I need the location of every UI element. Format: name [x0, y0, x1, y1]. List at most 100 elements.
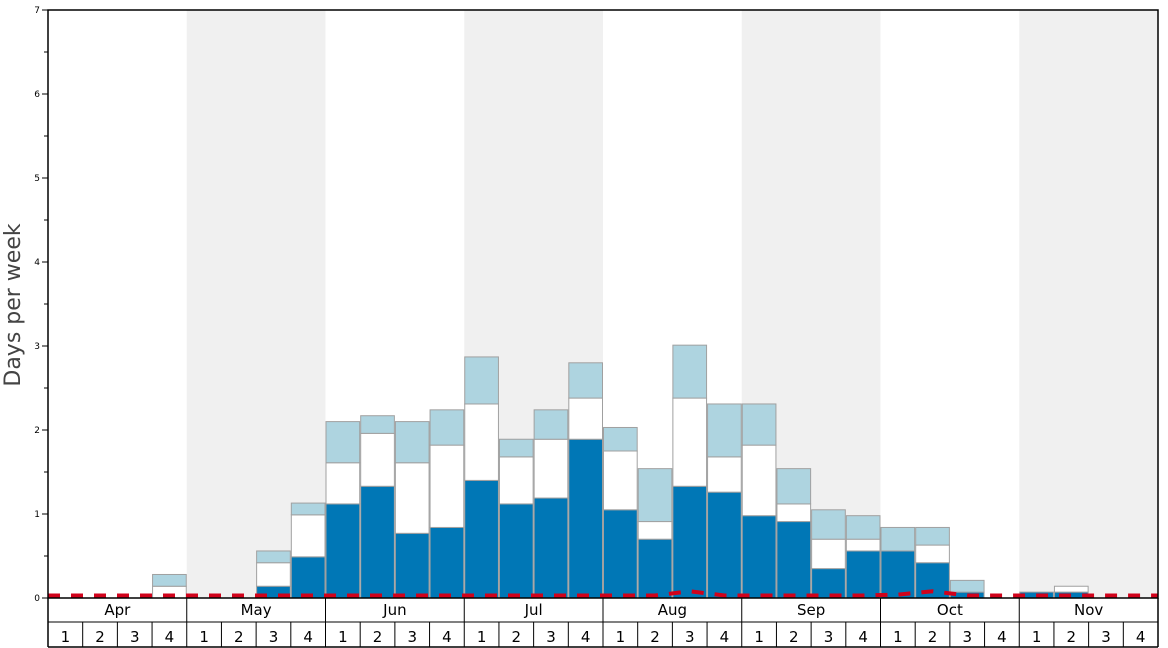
- bar-segment-3-9: [325, 421, 361, 464]
- bar-segment-3-21: [741, 403, 777, 446]
- bar-segment-2-23: [811, 538, 846, 570]
- month-label-jun: Jun: [382, 601, 406, 619]
- x-axis: Apr May Jun Jul Aug Sep Oct Nov 1 2 3 4 1 2 3 4 1 2 3 4 1 2 3 4…: [47, 598, 1159, 648]
- bar-segment-2-18: [637, 521, 673, 540]
- bar-segment-3-19: [672, 344, 708, 399]
- bar-segment-3-4: [152, 573, 187, 587]
- week-label: 4: [581, 628, 591, 646]
- bar-segment-2-14: [498, 456, 534, 505]
- bar-segment-3-7: [256, 550, 291, 564]
- week-label: 1: [61, 628, 71, 646]
- y-tick-label: 3: [34, 342, 40, 352]
- week-label: 4: [442, 628, 452, 646]
- bar-segment-2-20: [707, 456, 742, 493]
- bar-segment-3-8: [290, 502, 326, 516]
- month-label-nov: Nov: [1074, 601, 1103, 619]
- bar-segment-1-21: [741, 515, 777, 599]
- bar-segment-3-23: [811, 509, 846, 540]
- month-band-may: [186, 10, 326, 598]
- week-label: 3: [269, 628, 279, 646]
- month-shading-bands: [186, 10, 1158, 598]
- y-tick-label: 0: [34, 594, 40, 604]
- week-label: 1: [754, 628, 764, 646]
- y-tick-label: 6: [34, 90, 40, 100]
- week-label: 2: [1067, 628, 1077, 646]
- bar-segment-3-25: [880, 526, 916, 552]
- week-label: 4: [997, 628, 1007, 646]
- week-label: 3: [962, 628, 972, 646]
- week-label: 2: [928, 628, 938, 646]
- week-label: 1: [199, 628, 209, 646]
- bar-segment-2-15: [533, 438, 569, 499]
- bar-segment-3-22: [776, 468, 812, 505]
- bar-segment-3-14: [498, 438, 534, 458]
- week-label: 2: [95, 628, 105, 646]
- week-label: 4: [1136, 628, 1146, 646]
- bar-segment-2-19: [672, 397, 708, 487]
- week-label: 2: [650, 628, 660, 646]
- bar-segment-2-8: [290, 514, 326, 558]
- week-label: 3: [130, 628, 140, 646]
- bar-segment-1-10: [360, 485, 395, 599]
- bar-segment-1-12: [429, 526, 465, 599]
- bar-segment-2-10: [360, 432, 395, 487]
- bar-segment-1-18: [637, 538, 673, 599]
- bar-segment-1-14: [498, 503, 534, 599]
- bar-segment-3-18: [637, 468, 673, 523]
- y-tick-label: 1: [34, 510, 40, 520]
- y-tick-label: 4: [34, 258, 40, 268]
- bar-segment-1-15: [533, 497, 569, 599]
- week-label: 1: [1032, 628, 1042, 646]
- month-label-jul: Jul: [524, 601, 543, 619]
- bar-segment-2-26: [915, 544, 950, 564]
- month-label-oct: Oct: [937, 601, 963, 619]
- bar-segment-3-26: [915, 526, 950, 546]
- bar-segment-2-16: [568, 397, 603, 440]
- week-label: 3: [685, 628, 695, 646]
- bar-segment-3-27: [949, 579, 985, 593]
- bar-segment-1-17: [603, 509, 638, 599]
- week-label: 2: [373, 628, 383, 646]
- bar-segment-1-25: [880, 550, 916, 599]
- bar-segment-2-11: [394, 462, 430, 534]
- week-label: 3: [824, 628, 834, 646]
- bar-segment-1-13: [464, 479, 499, 599]
- bar-segment-1-8: [290, 556, 326, 599]
- bar-segment-3-12: [429, 409, 465, 446]
- week-label: 4: [720, 628, 730, 646]
- bar-segment-2-9: [325, 462, 361, 505]
- week-label: 4: [303, 628, 313, 646]
- month-label-aug: Aug: [658, 601, 687, 619]
- y-axis-label: Days per week: [1, 223, 26, 386]
- week-label: 2: [512, 628, 522, 646]
- bar-segment-1-24: [845, 550, 881, 599]
- bar-segment-3-17: [603, 426, 638, 452]
- bar-segment-3-15: [533, 409, 569, 440]
- week-label: 3: [546, 628, 556, 646]
- bar-segment-1-23: [811, 568, 846, 599]
- week-label: 4: [858, 628, 868, 646]
- bar-segment-2-22: [776, 503, 812, 523]
- y-tick-label: 7: [34, 6, 40, 16]
- reference-line-path: [48, 589, 1158, 598]
- bar-segment-2-13: [464, 403, 499, 481]
- bar-segment-2-24: [845, 538, 881, 552]
- bar-segment-3-13: [464, 356, 499, 405]
- bar-segment-1-11: [394, 532, 430, 599]
- bar-segment-2-30: [1053, 585, 1089, 593]
- y-tick-label: 2: [34, 426, 40, 436]
- bar-segment-3-11: [394, 421, 430, 464]
- month-label-sep: Sep: [797, 601, 825, 619]
- y-axis: 0 1 2 3 4 5 6 7: [34, 6, 48, 604]
- week-label: 2: [234, 628, 244, 646]
- bar-segment-1-20: [707, 491, 742, 599]
- week-label: 1: [477, 628, 487, 646]
- bar-segment-2-7: [256, 562, 291, 587]
- bar-segment-3-10: [360, 415, 395, 434]
- week-label: 1: [616, 628, 626, 646]
- bar-segment-2-21: [741, 444, 777, 517]
- bar-stacks: [152, 344, 1089, 599]
- week-label: 2: [789, 628, 799, 646]
- y-tick-label: 5: [34, 174, 40, 184]
